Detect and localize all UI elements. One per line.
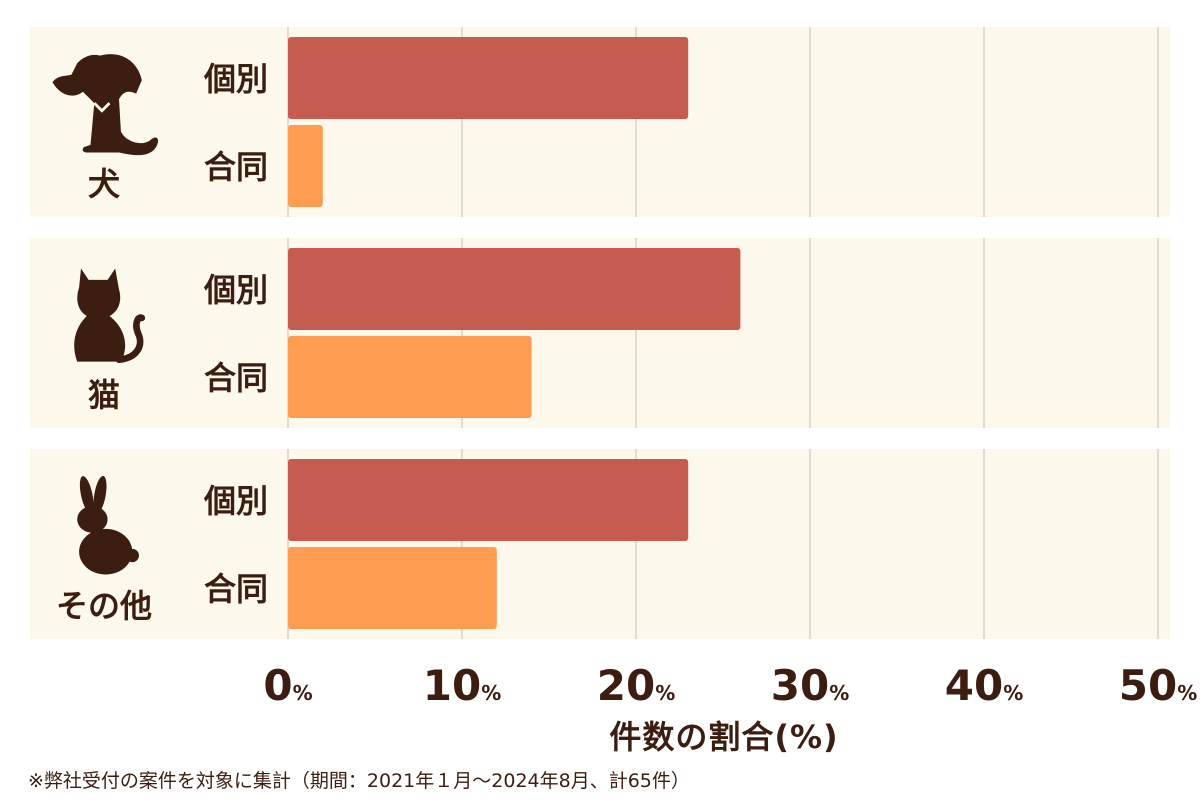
group-label: 猫 — [88, 376, 120, 414]
x-tick-label: 40% — [945, 661, 1024, 710]
bar-joint — [288, 336, 532, 418]
cat-icon — [74, 268, 146, 364]
x-tick-label: 0% — [263, 661, 312, 710]
rabbit-ear-left — [79, 476, 94, 514]
x-tick-label: 20% — [597, 661, 676, 710]
bar-joint — [288, 125, 323, 207]
rabbit-icon — [77, 475, 139, 575]
dog-collar — [93, 102, 111, 113]
dog-body — [52, 54, 159, 156]
bar-category-label: 個別 — [203, 482, 268, 520]
group-label: 犬 — [88, 165, 120, 203]
x-tick-label: 50% — [1119, 661, 1198, 710]
bar-category-label: 合同 — [204, 570, 268, 608]
bar-category-label: 個別 — [203, 60, 268, 98]
bar-category-label: 合同 — [204, 359, 268, 397]
x-axis-title: 件数の割合(%) — [609, 718, 839, 756]
rabbit-tail — [125, 548, 139, 563]
rabbit-ear-right — [93, 475, 107, 514]
cat-tail — [115, 314, 146, 364]
footnote: ※弊社受付の案件を対象に集計（期間：2021年１月～2024年8月、計65件） — [28, 770, 690, 792]
bar-individual — [288, 37, 689, 119]
rabbit-head — [77, 506, 108, 533]
dog-icon — [52, 54, 159, 156]
cat-body — [74, 268, 126, 362]
bar-category-label: 合同 — [204, 148, 268, 186]
x-tick-label: 10% — [423, 661, 502, 710]
bar-category-label: 個別 — [203, 271, 268, 309]
x-tick-label: 30% — [771, 661, 850, 710]
rabbit-body — [79, 528, 133, 575]
group-label: その他 — [56, 587, 152, 625]
bar-individual — [288, 248, 741, 330]
bar-joint — [288, 547, 497, 629]
bar-individual — [288, 459, 689, 541]
